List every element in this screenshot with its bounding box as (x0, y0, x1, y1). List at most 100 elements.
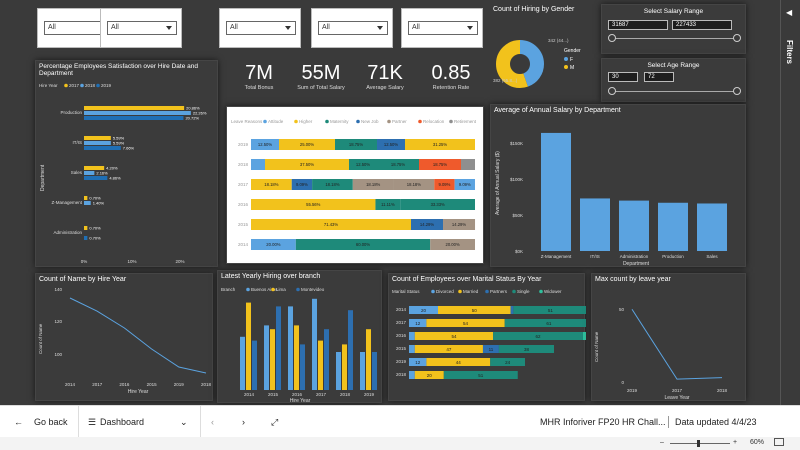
zoom-out-button[interactable]: – (660, 439, 664, 446)
marital-segment (438, 306, 511, 314)
segment-label: 60.00% (356, 242, 370, 247)
gender-slice-m (496, 40, 544, 88)
marital-segment (414, 345, 483, 353)
collapse-icon[interactable]: ◀ (786, 8, 793, 17)
hire-year-chart[interactable]: Count of Name 2014 2017 2016 2015 2019 2018 100… (36, 274, 214, 402)
legend-title: Marital Status (392, 289, 420, 294)
y-tick: $150K (510, 141, 523, 146)
stacked-segment (335, 139, 377, 150)
slicer-5[interactable]: All (401, 8, 483, 48)
stacked-segment (375, 199, 401, 210)
satisfaction-chart[interactable]: Hire Year 2017 2018 2019 Department Productio… (36, 61, 219, 268)
branch-bar (372, 352, 377, 390)
report-canvas: All All All All All Count of Hiring by Gende… (0, 0, 780, 405)
slicer-dropdown[interactable]: All (107, 21, 177, 35)
branch-bar (348, 310, 353, 390)
segment-label: 14.29% (420, 222, 434, 227)
salary-range-title: Select Salary Range (643, 8, 704, 15)
zoom-in-button[interactable]: + (733, 439, 738, 446)
branch-bar (270, 329, 275, 390)
stacked-segment (434, 179, 455, 190)
chevron-down-icon[interactable]: ⌄ (180, 417, 188, 427)
go-back-button[interactable]: Go back (34, 417, 68, 427)
segment-label: 51 (548, 308, 554, 313)
legend-title: Hire Year (39, 83, 58, 88)
next-page-button[interactable]: › (242, 417, 245, 427)
year-label: 2014 (396, 307, 407, 312)
satisfaction-bar (84, 226, 88, 230)
fit-page-icon[interactable] (774, 438, 784, 446)
segment-label: 61 (546, 321, 552, 326)
slicer-dropdown[interactable]: All (226, 21, 296, 35)
salary-bar (697, 203, 727, 251)
stacked-segment (377, 159, 419, 170)
zoom-handle[interactable] (697, 440, 700, 447)
x-tick: 0% (81, 259, 88, 264)
slicer-dropdown[interactable]: All (408, 21, 478, 35)
satisfaction-bar (84, 176, 108, 180)
annual-salary-title: Average of Annual Salary by Department (494, 107, 621, 114)
age-range-title: Select Age Range (647, 62, 700, 69)
marital-chart[interactable]: Marital Status Divorced Married Partners Sin… (389, 274, 586, 402)
kpi-card: 0.85 Retention Rate (420, 62, 482, 91)
legend-title: Leave Reasons (231, 119, 263, 124)
x-tick: 2018 (717, 388, 728, 393)
marital-segment (443, 371, 518, 379)
stacked-segment (430, 239, 475, 250)
zoom-level: 60% (750, 439, 765, 446)
salary-max-input[interactable]: 227433 (672, 20, 732, 30)
kpi-value: 7M (245, 62, 273, 84)
page-selector[interactable]: Dashboard (100, 417, 145, 427)
kpi-value: 55M (301, 62, 341, 84)
age-max-input[interactable]: 72 (644, 72, 674, 82)
year-label: 2016 (238, 202, 249, 207)
data-label: 5.59% (113, 136, 125, 141)
gender-donut[interactable]: 342 (44...) 382 (55.8...) Gender F M (490, 4, 590, 100)
salary-slider-track[interactable] (612, 38, 737, 39)
slicer-4[interactable]: All (311, 8, 393, 48)
year-label: 2017 (396, 320, 407, 325)
legend-dot (356, 119, 360, 124)
annual-salary-chart[interactable]: Average of Annual Salary ($) $0K $50K $100K… (491, 105, 747, 268)
satisfaction-bar (84, 116, 184, 120)
leave-reasons-chart[interactable]: Leave Reasons Attitude Higher Maternity New … (227, 107, 485, 265)
trend-line (69, 297, 207, 374)
salary-range-slicer[interactable]: Select Salary Range 31687 227433 (601, 4, 746, 54)
age-slider-track[interactable] (612, 91, 737, 92)
age-slider-handle-max[interactable] (733, 87, 741, 95)
marital-segment (510, 306, 514, 314)
filters-pane[interactable]: ◀ Filters (780, 0, 800, 405)
x-tick: 2014 (65, 382, 76, 387)
slicer-3[interactable]: All (219, 8, 301, 48)
legend-item: New Job (361, 119, 379, 124)
age-slider-handle-min[interactable] (608, 87, 616, 95)
fullscreen-icon[interactable]: ⤢ (271, 417, 279, 427)
legend-item: Higher (299, 119, 313, 124)
back-arrow-icon[interactable]: ← (14, 417, 23, 427)
slicer-2[interactable]: All (100, 8, 182, 48)
salary-bar (580, 198, 610, 251)
salary-slider-handle-min[interactable] (608, 34, 616, 42)
gender-legend-m: M (570, 65, 574, 71)
salary-min-input[interactable]: 31687 (608, 20, 668, 30)
salary-slider-handle-max[interactable] (733, 34, 741, 42)
status-bar: – + 60% (0, 437, 800, 450)
data-label: 22.26% (193, 111, 207, 116)
x-axis-label: Hire Year (290, 398, 311, 404)
legend-item: Montevideo (301, 287, 325, 292)
leave-year-chart[interactable]: Count of Name 2019 2017 2018 0 50 Leave Year (592, 274, 747, 402)
y-tick: $50K (512, 213, 523, 218)
year-label: 2015 (396, 346, 407, 351)
slicer-dropdown[interactable]: All (318, 21, 388, 35)
stacked-segment (443, 219, 476, 230)
zoom-slider[interactable] (670, 443, 730, 444)
age-range-slicer[interactable]: Select Age Range 30 72 (601, 58, 746, 102)
legend-item: Attitude (268, 119, 284, 124)
stacked-segment (251, 219, 412, 230)
filters-label[interactable]: Filters (785, 40, 794, 65)
age-min-input[interactable]: 30 (608, 72, 638, 82)
prev-page-button[interactable]: ‹ (211, 417, 214, 427)
x-tick: 2019 (174, 382, 185, 387)
data-label: 0.70% (89, 196, 101, 201)
